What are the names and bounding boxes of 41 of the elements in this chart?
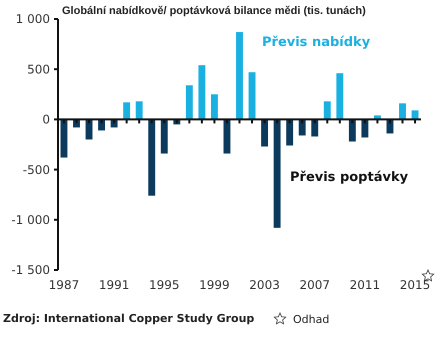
x-tick-label: 2011	[350, 278, 380, 292]
annotation: Převis nabídky	[262, 35, 371, 50]
x-tick-label: 1987	[48, 278, 80, 292]
bar	[261, 119, 268, 147]
x-tick-label: 2015	[400, 278, 430, 292]
bar	[248, 72, 256, 120]
annotation: Převis poptávky	[290, 170, 409, 185]
x-tick-label: 1995	[148, 278, 180, 292]
bar	[198, 65, 206, 120]
bar	[236, 32, 243, 120]
bar	[160, 119, 168, 154]
x-tick-label: 2007	[299, 278, 330, 292]
bar	[136, 101, 143, 120]
x-tick-label: 1991	[98, 278, 130, 292]
bar	[412, 110, 418, 120]
bar	[361, 119, 368, 138]
x-tick-label: 2003	[249, 278, 280, 292]
bar	[399, 103, 406, 120]
bar	[386, 119, 394, 134]
bar	[210, 94, 218, 120]
bar	[60, 119, 68, 158]
y-tick-label: 500	[27, 62, 50, 76]
bar	[274, 119, 281, 228]
y-tick-label: -500	[22, 162, 50, 177]
bar	[224, 119, 230, 154]
bar	[186, 85, 193, 120]
y-tick-label: -1 000	[11, 213, 50, 227]
bar	[298, 119, 306, 136]
y-tick-label: -1 500	[11, 263, 50, 278]
bar	[123, 102, 130, 120]
bar	[86, 119, 92, 140]
x-tick-label: 1999	[199, 278, 230, 292]
chart-title: Globální nabídkově/ poptávková bilance mědi (tis. tunách)	[62, 5, 366, 17]
bar	[348, 119, 356, 142]
bar	[286, 119, 294, 146]
bar	[336, 73, 344, 120]
y-tick-label: 1 000	[16, 12, 50, 26]
text: Odhad	[293, 313, 330, 326]
bar	[148, 119, 156, 196]
y-tick-label: 0	[42, 112, 50, 127]
text: Zdroj: International Copper Study Group	[3, 312, 254, 325]
